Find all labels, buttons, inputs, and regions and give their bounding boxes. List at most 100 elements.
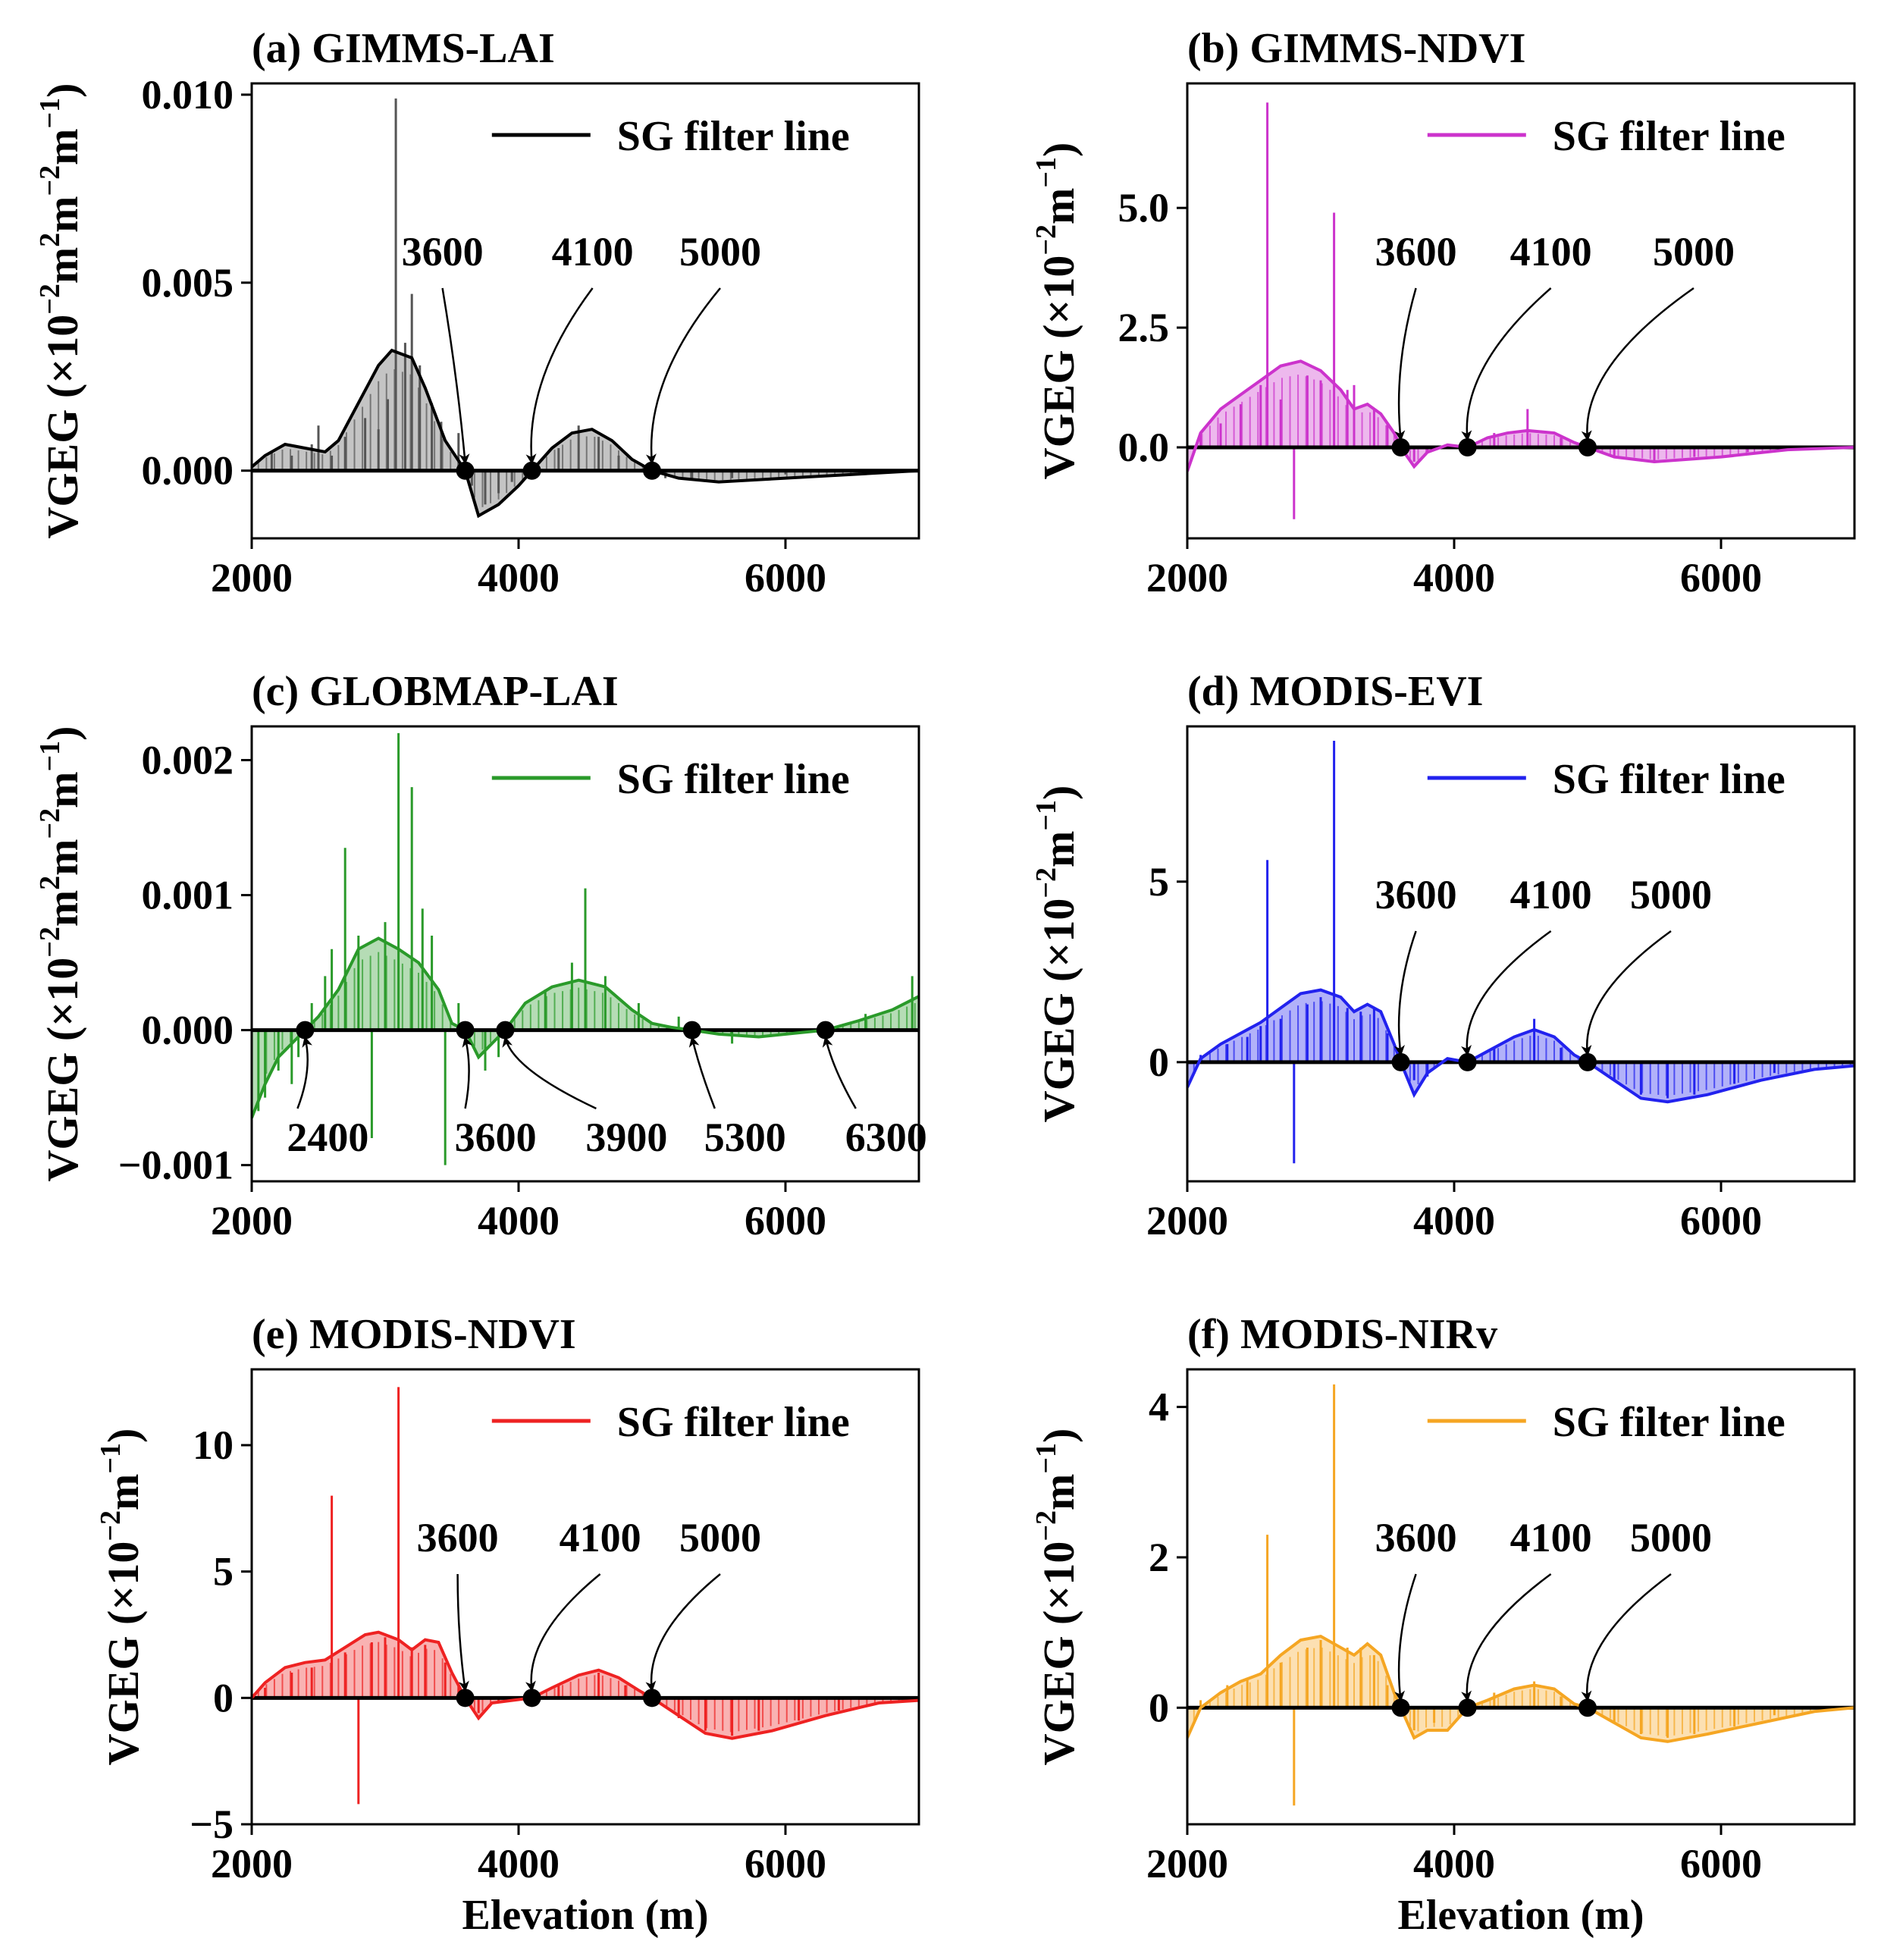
threshold-label: 3600	[417, 1515, 499, 1560]
panel-b: 2000 4000 6000 0.0 2.5 5.0 (b) GIMMS-NDVI SG fi…	[1030, 25, 1856, 601]
threshold-point	[643, 461, 661, 480]
threshold-point	[296, 1021, 315, 1040]
panel-d: 2000 4000 6000 0 5 (d) MODIS-EVI SG filter lin…	[1030, 668, 1856, 1243]
legend-label: SG filter line	[617, 756, 850, 803]
y-tick-label: −0.001	[118, 1143, 234, 1188]
ylabel-superscript: −1	[1030, 157, 1062, 188]
threshold-point	[1391, 1052, 1410, 1071]
sg-fill-area	[252, 350, 919, 516]
panel-title: (c) GLOBMAP-LAI	[252, 668, 619, 715]
x-tick-label: 4000	[1413, 555, 1495, 601]
y-tick-label: 2	[1149, 1535, 1169, 1580]
ylabel-end: )	[1034, 143, 1083, 157]
threshold-point	[456, 1021, 475, 1040]
legend-label: SG filter line	[1553, 1399, 1785, 1446]
sg-fill-area	[252, 1632, 919, 1739]
threshold-point	[816, 1021, 835, 1040]
threshold-label: 3600	[1375, 872, 1457, 917]
threshold-point	[682, 1021, 701, 1040]
y-tick-label: 5.0	[1118, 185, 1170, 230]
y-tick-label: 0.010	[142, 72, 234, 118]
x-tick-label: 4000	[478, 1198, 560, 1243]
threshold-point	[1391, 438, 1410, 456]
annotation-arrow	[1581, 1573, 1672, 1702]
sg-filter-line	[252, 936, 919, 1119]
ylabel-unit: m	[38, 247, 87, 284]
threshold-label: 5300	[704, 1115, 786, 1160]
sg-filter-line	[1187, 359, 1854, 472]
ylabel-main: VGEG (×10	[1034, 1541, 1083, 1766]
y-tick-label: 0.0	[1118, 425, 1170, 470]
ylabel-unit: m	[1034, 188, 1083, 224]
y-axis-label: VGEG (×10−2m2m−2m−1)	[34, 726, 87, 1182]
axes-frame	[1186, 82, 1856, 540]
x-tick-label: 2000	[211, 1198, 293, 1243]
y-axis-label: VGEG (×10−2m−1)	[1030, 143, 1083, 480]
threshold-label: 5000	[1630, 872, 1712, 917]
panel-e: 2000 4000 6000 −5 0 5 10 (e) MODIS-NDVI SG filte…	[95, 1311, 920, 1939]
threshold-label: 3900	[585, 1115, 667, 1160]
ylabel-unit: m	[99, 1474, 148, 1510]
ylabel-superscript: −2	[95, 1510, 127, 1541]
x-tick-label: 2000	[211, 555, 293, 601]
threshold-label: 3600	[1375, 1515, 1457, 1560]
annotation-arrow	[645, 287, 721, 465]
annotation-arrow	[645, 1573, 721, 1692]
threshold-point	[1578, 1052, 1597, 1071]
axes-frame	[250, 725, 920, 1183]
x-tick-label: 2000	[1146, 555, 1228, 601]
ylabel-superscript: −1	[1030, 800, 1062, 831]
annotation-arrow	[688, 1036, 716, 1109]
plot-area-b	[1187, 102, 1854, 519]
y-tick-label: 0.002	[142, 738, 234, 783]
panel-title: (a) GIMMS-LAI	[252, 25, 555, 72]
annotation-arrow	[822, 1036, 857, 1109]
threshold-point	[456, 461, 475, 480]
annotation-arrow	[296, 1036, 313, 1109]
annotation-arrow	[441, 287, 470, 465]
y-tick-label: 0.000	[142, 1008, 234, 1053]
threshold-label: 5000	[679, 229, 761, 274]
x-tick-label: 2000	[211, 1841, 293, 1886]
axes-frame	[250, 82, 920, 540]
y-tick-label: −5	[190, 1802, 234, 1847]
axes-frame	[1186, 1368, 1856, 1826]
threshold-label: 5000	[679, 1515, 761, 1560]
x-tick-label: 6000	[1680, 555, 1762, 601]
annotation-arrow	[1461, 287, 1552, 441]
annotation-arrow	[1394, 287, 1417, 441]
threshold-label: 4100	[552, 229, 634, 274]
x-tick-label: 4000	[1413, 1198, 1495, 1243]
threshold-label: 5000	[1653, 229, 1735, 274]
threshold-point	[643, 1689, 661, 1708]
ylabel-end: )	[38, 726, 87, 741]
y-tick-label: 5	[213, 1549, 234, 1595]
annotation-arrow	[1394, 1573, 1417, 1702]
panel-title: (d) MODIS-EVI	[1187, 668, 1483, 715]
sg-filter-line	[252, 348, 919, 519]
y-tick-label: 0	[213, 1675, 234, 1720]
ylabel-superscript: −2	[34, 165, 66, 196]
ylabel-unit: m	[38, 839, 87, 875]
annotation-arrow	[525, 287, 594, 465]
plot-area-c	[252, 732, 919, 1165]
ylabel-end: )	[1034, 786, 1083, 800]
panel-c: 2000 4000 6000 −0.001 0.000 0.001 0.002 (c) GLO…	[34, 668, 927, 1243]
y-tick-label: 0	[1149, 1685, 1169, 1730]
ylabel-superscript: 2	[34, 233, 66, 247]
y-tick-label: 0.001	[142, 873, 234, 918]
panel-title: (f) MODIS-NIRv	[1187, 1311, 1497, 1358]
threshold-label: 6300	[845, 1115, 927, 1160]
annotation-arrow	[1581, 287, 1694, 441]
threshold-point	[456, 1689, 475, 1708]
ylabel-unit: m	[38, 890, 87, 927]
ylabel-unit: m	[1034, 1474, 1083, 1510]
y-axis-label: VGEG (×10−2m−1)	[95, 1428, 148, 1766]
ylabel-main: VGEG (×10	[1034, 256, 1083, 480]
ylabel-unit: m	[38, 772, 87, 808]
threshold-point	[1458, 1698, 1477, 1717]
threshold-label: 3600	[455, 1115, 537, 1160]
x-tick-label: 6000	[745, 1841, 826, 1886]
x-tick-label: 6000	[745, 555, 826, 601]
